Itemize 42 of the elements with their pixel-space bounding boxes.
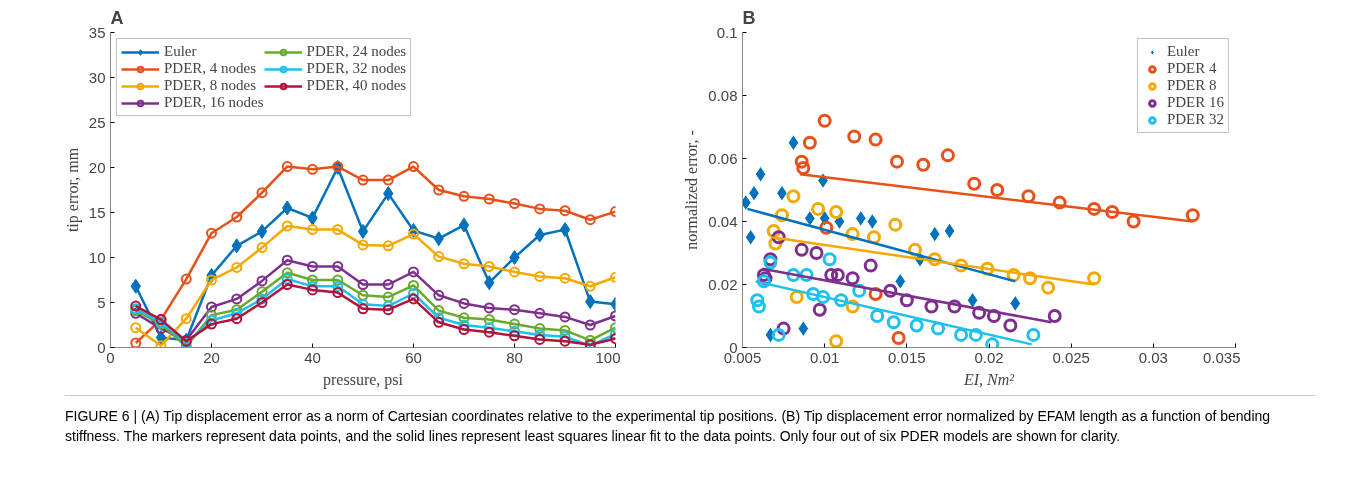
legend-label: PDER 32 xyxy=(1166,111,1224,128)
x-tick-label: 0.02 xyxy=(974,348,1004,366)
x-axis-title: pressure, psi xyxy=(323,370,404,389)
y-tick-label: 15 xyxy=(88,203,106,221)
legend-label: Euler xyxy=(1166,43,1200,60)
x-tick-label: 0.035 xyxy=(1202,348,1241,366)
y-tick-label: 20 xyxy=(88,158,106,176)
x-tick-label: 60 xyxy=(405,348,422,366)
x-tick-label: 100 xyxy=(595,348,621,366)
legend-label: PDER, 4 nodes xyxy=(164,60,257,77)
x-tick-label: 40 xyxy=(304,348,321,366)
y-tick-label: 0.08 xyxy=(708,86,738,104)
legend-label: PDER 4 xyxy=(1166,60,1217,77)
chart-title: B xyxy=(742,7,756,28)
y-axis-title: tip error, mm xyxy=(63,147,82,233)
y-tick-label: 0.06 xyxy=(708,149,738,167)
legend-label: PDER 8 xyxy=(1166,77,1217,94)
y-axis-title: normalized error, - xyxy=(683,130,701,250)
legend-label: PDER, 24 nodes xyxy=(306,43,407,60)
x-tick-label: 80 xyxy=(506,348,523,366)
x-tick-label: 20 xyxy=(203,348,220,366)
legend-label: PDER 16 xyxy=(1166,94,1224,111)
y-tick-label: 5 xyxy=(97,293,106,311)
y-tick-label: 0.02 xyxy=(708,275,738,293)
x-tick-label: 0.025 xyxy=(1052,348,1090,366)
y-tick-label: 0.1 xyxy=(716,23,738,41)
legend-label: Euler xyxy=(164,43,197,60)
y-tick-label: 0.04 xyxy=(708,212,738,230)
caption: FIGURE 6 | (A) Tip displacement error as a norm of Cartesian coordinates relative to the experimental tip positions. (B) Tip displacement error normalized by EFAM length as a function of bending stiffness. The markers represent data points, and the solid lines represent least squares linear fit to the data points. Only four out of six PDER models are shown for clarity. xyxy=(65,407,1272,446)
x-tick-label: 0.015 xyxy=(888,348,926,366)
legend-label: PDER, 8 nodes xyxy=(164,77,257,94)
chart-title: A xyxy=(110,7,124,28)
legend-label: PDER, 16 nodes xyxy=(164,94,264,111)
x-tick-label: 0.01 xyxy=(810,348,840,366)
y-tick-label: 30 xyxy=(88,68,106,86)
y-tick-label: 10 xyxy=(88,248,106,266)
y-tick-label: 25 xyxy=(88,113,106,131)
y-tick-label: 35 xyxy=(88,23,106,41)
legend-label: PDER, 32 nodes xyxy=(306,60,407,77)
legend-label: PDER, 40 nodes xyxy=(306,77,407,94)
x-tick-label: 0.03 xyxy=(1138,348,1168,366)
x-axis-title: EI, Nm² xyxy=(962,370,1016,388)
